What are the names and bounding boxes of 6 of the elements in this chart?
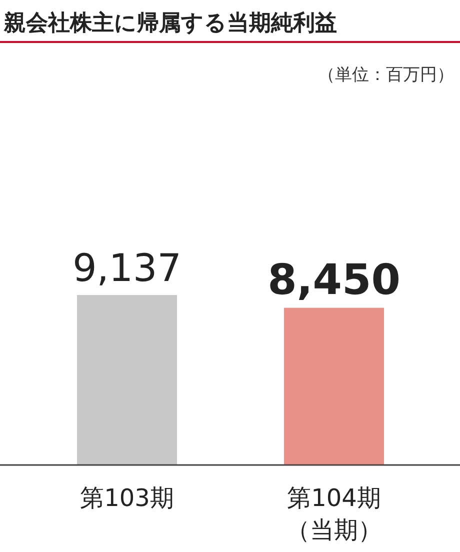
data-label: 8,450 [268, 254, 400, 304]
x-tick-label: 第104期（当期） [286, 484, 382, 544]
data-label: 9,137 [72, 246, 182, 290]
chart-subtitle: （単位：百万円） [318, 65, 454, 85]
x-tick-label: 第103期 [80, 484, 174, 512]
chart-title: 親会社株主に帰属する当期純利益 [3, 10, 337, 36]
